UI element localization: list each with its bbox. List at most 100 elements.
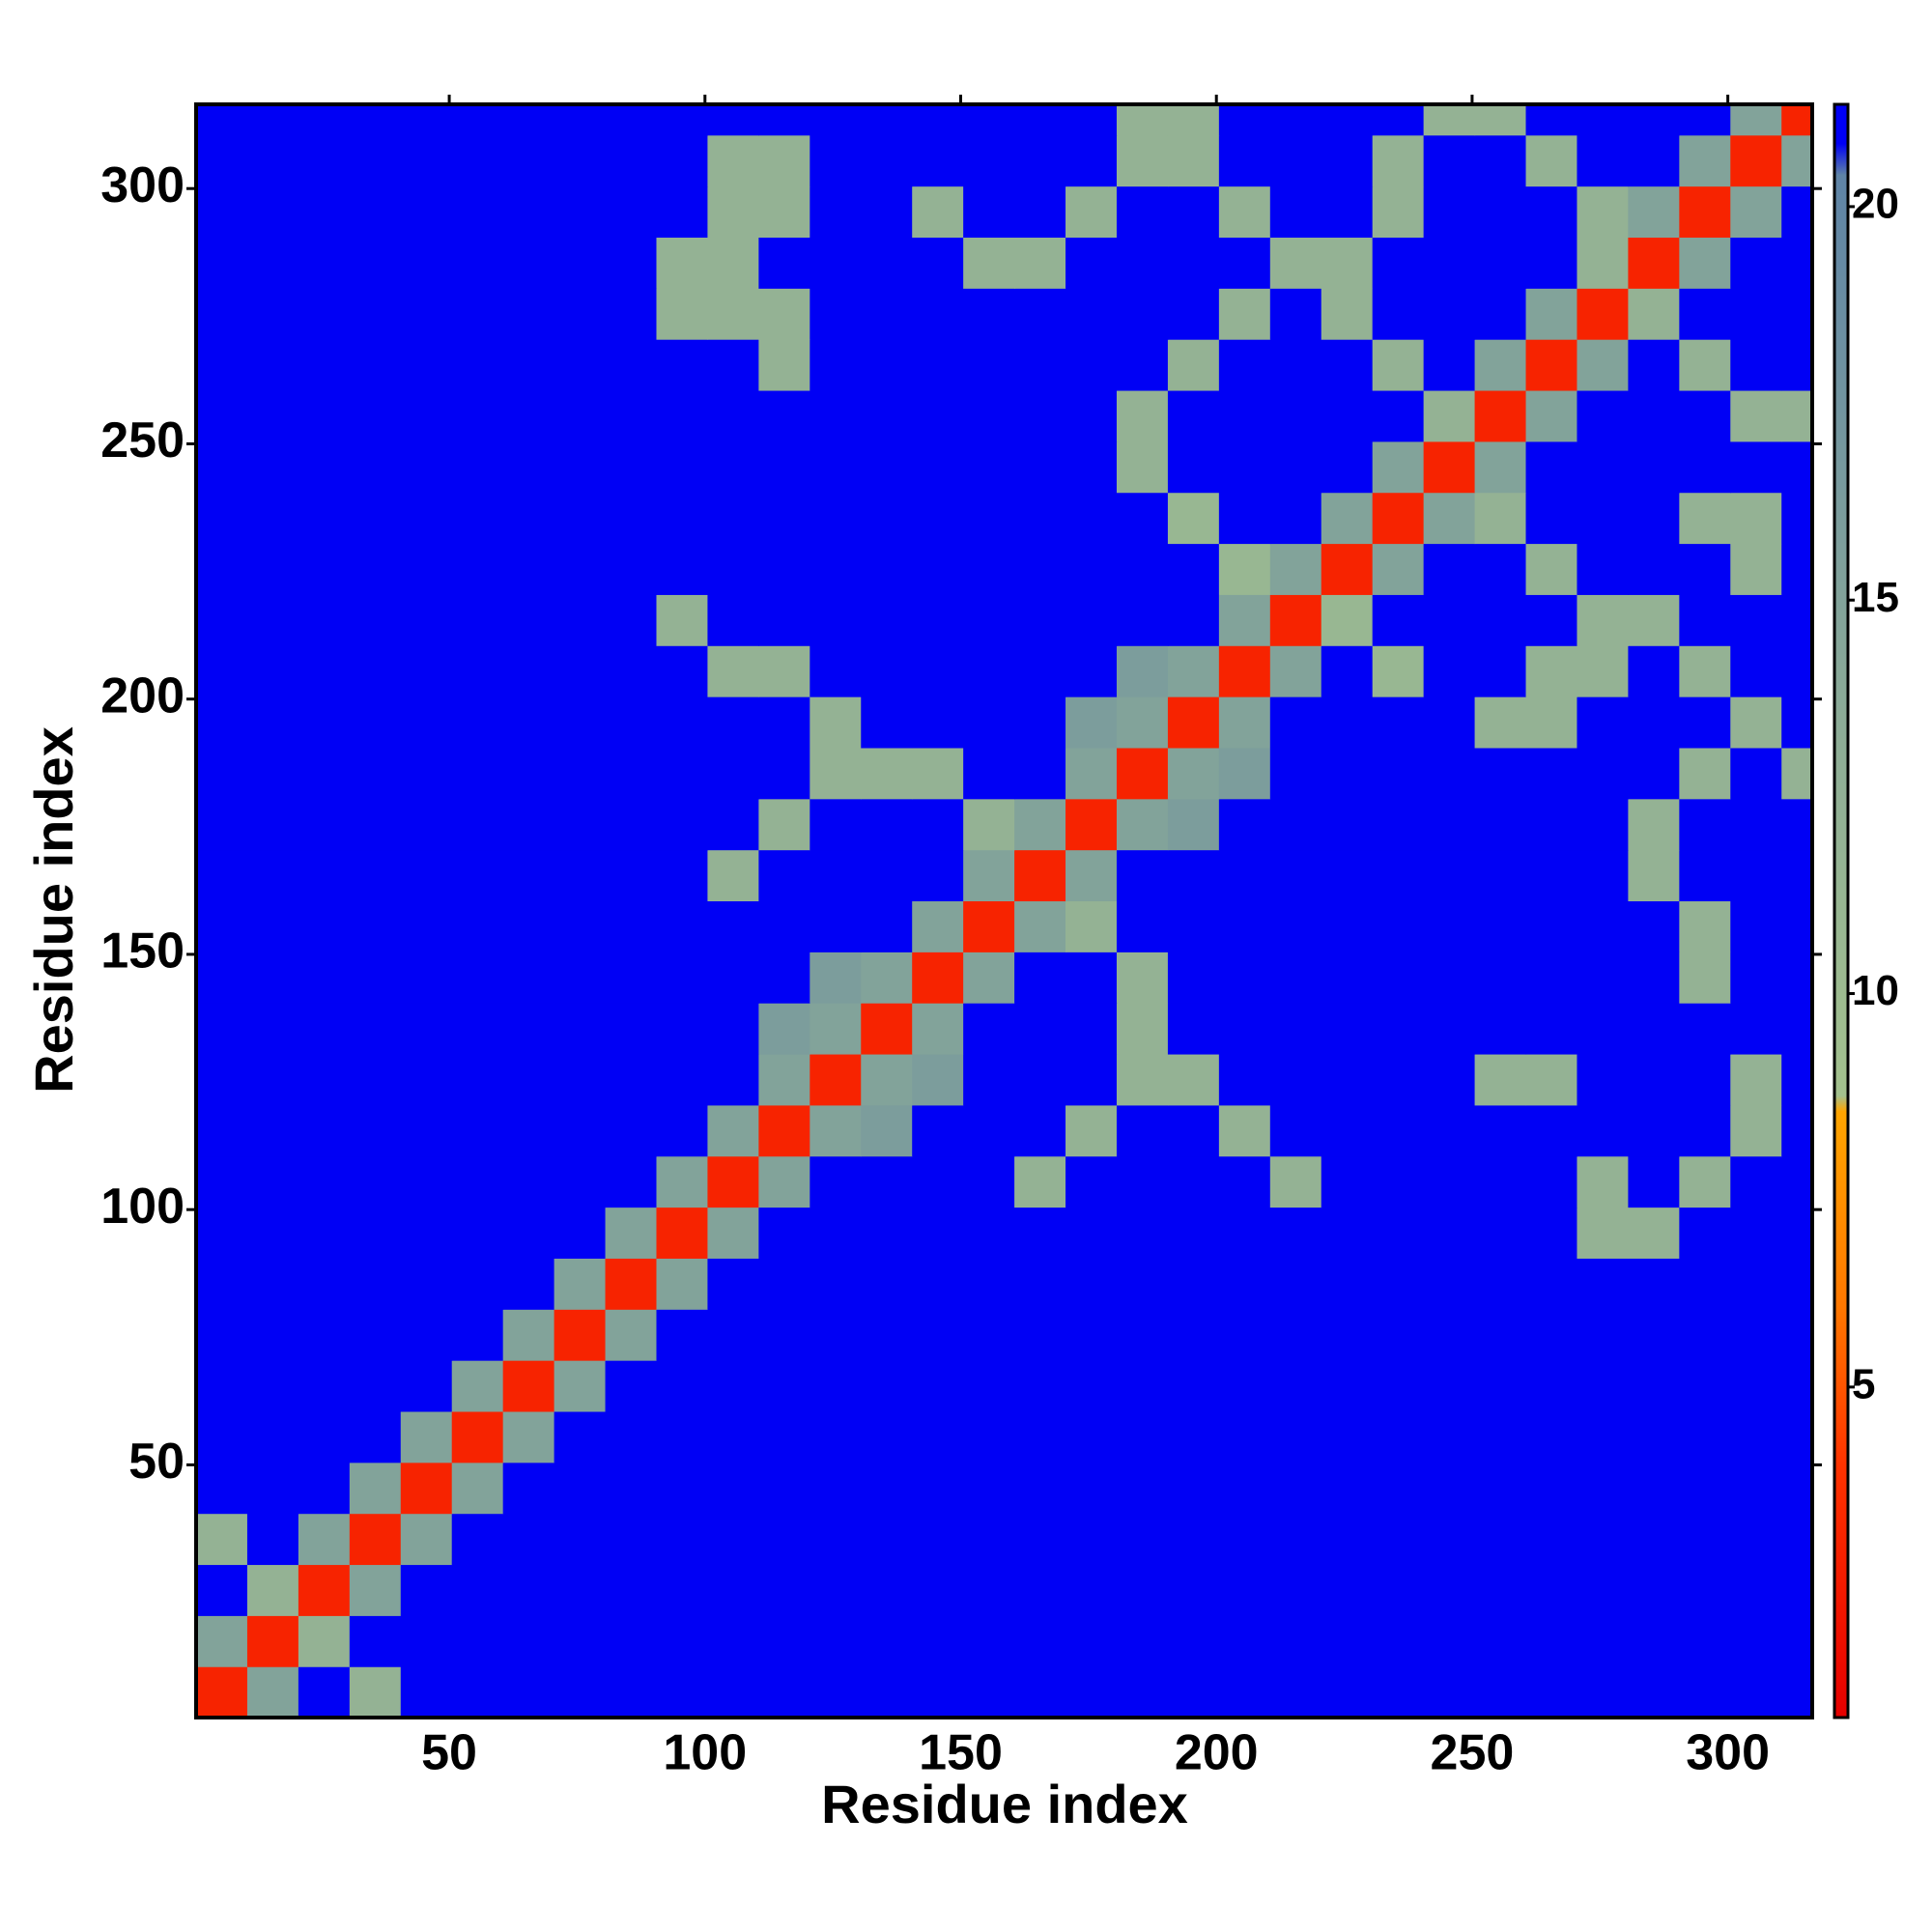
heatmap-cell — [1321, 1615, 1374, 1667]
heatmap-cell — [1628, 952, 1680, 1004]
heatmap-cell — [963, 1410, 1015, 1463]
heatmap-cell — [963, 594, 1015, 646]
heatmap-cell — [298, 1207, 351, 1259]
heatmap-cell — [1116, 543, 1169, 595]
heatmap-cell — [1218, 339, 1271, 391]
heatmap-cell — [758, 952, 810, 1004]
heatmap-cell — [1730, 1410, 1782, 1463]
heatmap-cell — [1321, 1053, 1374, 1106]
heatmap-cell — [1321, 339, 1374, 391]
heatmap-cell — [349, 1003, 402, 1055]
heatmap-cell — [1423, 1207, 1476, 1259]
heatmap-cell — [451, 1462, 504, 1515]
heatmap-cell — [196, 1410, 248, 1463]
heatmap-cell — [451, 1104, 504, 1157]
heatmap-cell — [1014, 1003, 1066, 1055]
heatmap-cell — [656, 747, 709, 800]
heatmap-cell — [1628, 1564, 1680, 1616]
heatmap-cell — [1167, 1410, 1220, 1463]
heatmap-cell — [196, 237, 248, 289]
heatmap-cell — [656, 696, 709, 749]
heatmap-cell — [1423, 696, 1476, 749]
heatmap-cell — [1372, 952, 1425, 1004]
heatmap-cell — [1269, 1258, 1322, 1310]
heatmap-cell — [246, 1003, 299, 1055]
heatmap-cell — [1167, 1666, 1220, 1719]
heatmap-cell — [1372, 492, 1425, 545]
heatmap-cell — [1577, 237, 1630, 289]
heatmap-cell — [912, 747, 964, 800]
heatmap-cell — [861, 134, 913, 187]
heatmap-cell — [349, 1309, 402, 1361]
heatmap-cell — [1781, 696, 1813, 749]
heatmap-cell — [349, 1666, 402, 1719]
heatmap-cell — [1423, 1155, 1476, 1208]
heatmap-cell — [605, 1513, 658, 1566]
heatmap-cell — [400, 339, 453, 391]
heatmap-cell — [196, 389, 248, 442]
heatmap-cell — [1065, 104, 1118, 136]
heatmap-cell — [1525, 134, 1578, 187]
heatmap-cell — [1525, 185, 1578, 239]
heatmap-cell — [196, 134, 248, 187]
heatmap-cell — [1116, 104, 1169, 136]
heatmap-cell — [298, 798, 351, 851]
heatmap-cell — [861, 492, 913, 545]
heatmap-cell — [605, 1155, 658, 1208]
heatmap-cell — [1014, 594, 1066, 646]
heatmap-cell — [1269, 134, 1322, 187]
heatmap-cell — [1474, 952, 1527, 1004]
heatmap-cell — [963, 185, 1015, 239]
heatmap-cell — [1423, 1053, 1476, 1106]
heatmap-cell — [1474, 1053, 1527, 1106]
heatmap-cell — [298, 1360, 351, 1412]
heatmap-cell — [400, 185, 453, 239]
heatmap-cell — [656, 1410, 709, 1463]
heatmap-cell — [1167, 543, 1220, 595]
heatmap-cell — [758, 1360, 810, 1412]
heatmap-cell — [246, 339, 299, 391]
heatmap-cell — [707, 645, 759, 697]
heatmap-cell — [246, 849, 299, 902]
heatmap-cell — [1525, 1410, 1578, 1463]
heatmap-cell — [707, 185, 759, 239]
heatmap-cell — [1218, 440, 1271, 494]
heatmap-cell — [656, 594, 709, 646]
heatmap-cell — [246, 1462, 299, 1515]
heatmap-cell — [1065, 389, 1118, 442]
heatmap-cell — [349, 645, 402, 697]
heatmap-cell — [1525, 1666, 1578, 1719]
heatmap-cell — [861, 1309, 913, 1361]
heatmap-cell — [1781, 1207, 1813, 1259]
heatmap-cell — [912, 1513, 964, 1566]
heatmap-cell — [1014, 288, 1066, 340]
heatmap-cell — [196, 1309, 248, 1361]
heatmap-cell — [912, 849, 964, 902]
heatmap-cell — [605, 389, 658, 442]
heatmap-cell — [451, 1309, 504, 1361]
heatmap-cell — [963, 1615, 1015, 1667]
heatmap-cell — [1321, 696, 1374, 749]
heatmap-cell — [912, 134, 964, 187]
heatmap-cell — [1679, 1003, 1731, 1055]
heatmap-cell — [1218, 1360, 1271, 1412]
heatmap-cell — [707, 492, 759, 545]
heatmap-cell — [1269, 543, 1322, 595]
colorbar — [1833, 102, 1850, 1719]
heatmap-cell — [196, 543, 248, 595]
heatmap-cell — [605, 1003, 658, 1055]
heatmap-cell — [400, 104, 453, 136]
heatmap-cell — [502, 1207, 555, 1259]
heatmap-cell — [451, 747, 504, 800]
heatmap-cell — [963, 900, 1015, 952]
heatmap-cell — [707, 798, 759, 851]
heatmap-cell — [1577, 1104, 1630, 1157]
heatmap-cell — [1781, 849, 1813, 902]
heatmap-cell — [861, 1666, 913, 1719]
heatmap-cell — [758, 339, 810, 391]
heatmap-cell — [605, 1615, 658, 1667]
heatmap-cell — [1679, 185, 1731, 239]
heatmap-cell — [451, 952, 504, 1004]
heatmap-cell — [349, 1207, 402, 1259]
heatmap-cell — [1730, 543, 1782, 595]
